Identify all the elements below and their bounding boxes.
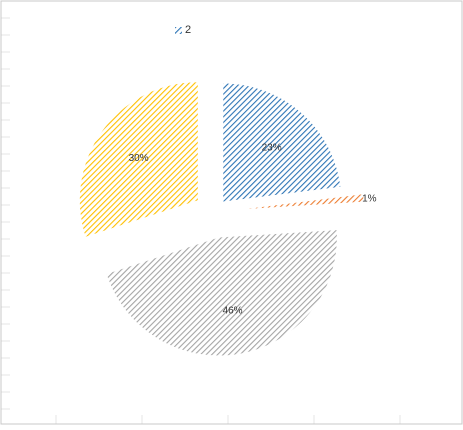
slice-data-label: 1%: [362, 193, 377, 204]
slice-data-label: 30%: [129, 153, 149, 164]
pie-slice: [245, 194, 364, 209]
legend-swatch-icon: [175, 26, 182, 34]
pie-slice: [223, 83, 341, 202]
legend: 2: [175, 24, 191, 36]
pie-slice: [106, 230, 337, 356]
pie-slice: [79, 82, 198, 237]
legend-entry: 2: [185, 24, 192, 36]
pie-slices: [79, 82, 364, 356]
slice-data-label: 46%: [223, 305, 243, 316]
gridlines: [1, 17, 401, 424]
slice-labels: 23% 1% 46% 30%: [129, 143, 377, 317]
slice-data-label: 23%: [262, 143, 282, 154]
